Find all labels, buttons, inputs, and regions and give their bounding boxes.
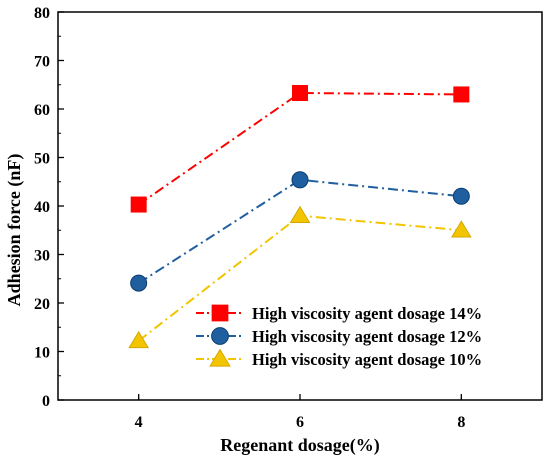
data-point (452, 187, 470, 205)
y-tick-label: 80 (34, 5, 50, 22)
series-layer (128, 84, 472, 349)
legend: High viscosity agent dosage 14% High visc… (196, 304, 482, 369)
y-axis-label: Adhesion force (nF) (4, 154, 25, 307)
legend-label: High viscosity agent dosage 14% (252, 304, 482, 323)
legend-marker (211, 327, 229, 345)
x-tick-label: 8 (457, 414, 465, 431)
y-tick-label: 40 (34, 199, 50, 216)
legend-item-3: High viscosity agent dosage 10% (196, 348, 482, 369)
legend-item-2: High viscosity agent dosage 12% (196, 327, 482, 346)
axes: 0 10 20 30 40 50 60 70 80 4 6 8 (34, 5, 543, 431)
series-3 (128, 205, 472, 349)
x-tick-label: 6 (296, 414, 304, 431)
legend-item-1: High viscosity agent dosage 14% (196, 304, 482, 323)
data-point (292, 84, 308, 101)
data-point (451, 220, 472, 238)
y-tick-label: 0 (42, 393, 50, 410)
x-tick-label: 4 (135, 414, 143, 431)
series-line (138, 91, 462, 206)
legend-marker (209, 348, 231, 367)
legend-marker (211, 304, 229, 322)
data-point (128, 330, 149, 349)
legend-label: High viscosity agent dosage 10% (252, 350, 482, 369)
legend-label: High viscosity agent dosage 12% (252, 327, 482, 346)
series-1 (130, 84, 470, 213)
y-tick-label: 60 (34, 102, 50, 119)
data-point (130, 274, 148, 292)
y-tick-label: 30 (34, 248, 50, 265)
y-tick-label: 20 (34, 296, 50, 313)
data-point (453, 86, 470, 103)
y-tick-label: 10 (34, 345, 50, 362)
x-axis-label: Regenant dosage(%) (220, 435, 380, 456)
data-point (130, 196, 147, 213)
series-line (138, 178, 462, 284)
series-2 (130, 171, 470, 292)
data-point (289, 205, 311, 223)
y-tick-label: 50 (34, 151, 50, 168)
y-tick-label: 70 (34, 54, 50, 71)
data-point (291, 171, 309, 189)
